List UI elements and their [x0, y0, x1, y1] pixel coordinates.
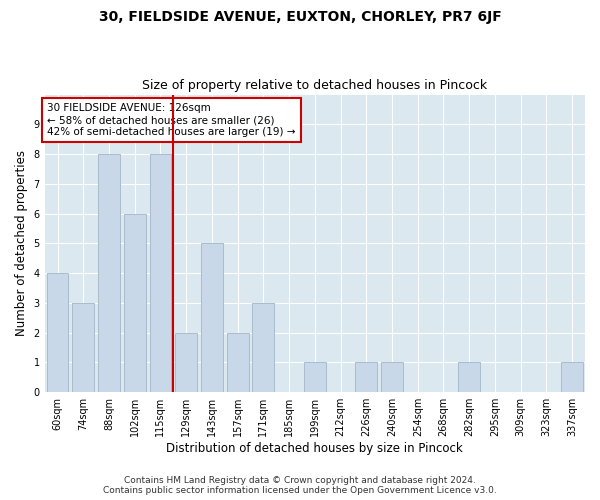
Bar	[47, 273, 68, 392]
Bar	[561, 362, 583, 392]
Text: 30 FIELDSIDE AVENUE: 126sqm
← 58% of detached houses are smaller (26)
42% of sem: 30 FIELDSIDE AVENUE: 126sqm ← 58% of det…	[47, 104, 296, 136]
Bar	[149, 154, 172, 392]
Y-axis label: Number of detached properties: Number of detached properties	[15, 150, 28, 336]
Bar	[73, 303, 94, 392]
Text: Contains HM Land Registry data © Crown copyright and database right 2024.
Contai: Contains HM Land Registry data © Crown c…	[103, 476, 497, 495]
Title: Size of property relative to detached houses in Pincock: Size of property relative to detached ho…	[142, 79, 487, 92]
Bar	[175, 332, 197, 392]
Bar	[458, 362, 480, 392]
Bar	[201, 244, 223, 392]
Bar	[381, 362, 403, 392]
Bar	[355, 362, 377, 392]
Text: 30, FIELDSIDE AVENUE, EUXTON, CHORLEY, PR7 6JF: 30, FIELDSIDE AVENUE, EUXTON, CHORLEY, P…	[98, 10, 502, 24]
Bar	[304, 362, 326, 392]
Bar	[227, 332, 248, 392]
X-axis label: Distribution of detached houses by size in Pincock: Distribution of detached houses by size …	[166, 442, 463, 455]
Bar	[124, 214, 146, 392]
Bar	[253, 303, 274, 392]
Bar	[98, 154, 120, 392]
